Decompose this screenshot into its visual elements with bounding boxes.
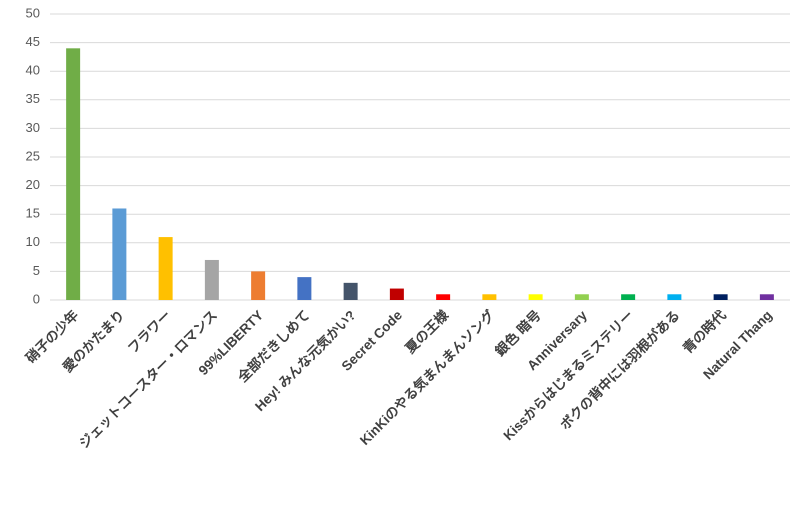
bar [389,288,404,300]
x-tick-label: フラワー [125,308,174,357]
y-tick-label: 50 [26,5,40,20]
bar [667,294,682,300]
y-tick-label: 40 [26,63,40,78]
y-tick-label: 20 [26,177,40,192]
y-tick-label: 10 [26,234,40,249]
bar [112,208,127,300]
bar [759,294,774,300]
bar [713,294,728,300]
y-tick-label: 15 [26,206,40,221]
bar [574,294,589,300]
bar [528,294,543,300]
y-tick-label: 35 [26,91,40,106]
y-tick-label: 0 [33,291,40,306]
x-tick-label: 青の時代 [679,306,729,356]
y-tick-label: 30 [26,120,40,135]
bar [251,271,266,300]
bar [66,48,81,300]
y-tick-label: 25 [26,148,40,163]
bar [482,294,497,300]
bar [436,294,451,300]
bar [158,237,173,300]
bar [343,282,358,300]
bar [621,294,636,300]
y-tick-label: 45 [26,34,40,49]
bar [204,259,219,300]
bar [297,277,312,300]
y-tick-label: 5 [33,263,40,278]
